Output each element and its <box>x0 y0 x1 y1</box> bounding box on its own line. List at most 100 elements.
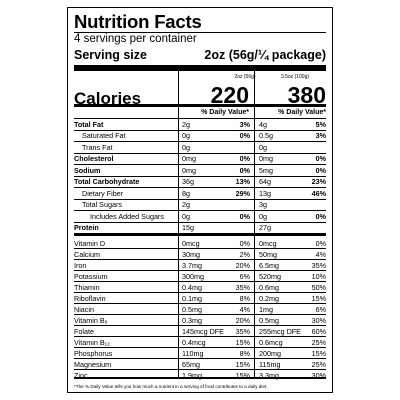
nutrient-dv-100g: 5% <box>315 119 326 129</box>
calories-label: Calories <box>74 89 142 108</box>
servings-per-container: 4 servings per container <box>74 33 197 45</box>
vitamin-name: Phosphorus <box>74 348 113 358</box>
nutrient-name: Trans Fat <box>82 142 113 152</box>
column-divider-1 <box>178 71 179 377</box>
vitamin-name: Niacin <box>74 304 94 314</box>
vitamin-name: Vitamin D <box>74 238 106 248</box>
bottom-divider <box>74 377 326 379</box>
row-divider <box>74 198 326 200</box>
nutrient-name: Sodium <box>74 165 101 175</box>
nutrient-dv-serving: 29% <box>235 188 250 198</box>
divider <box>74 32 326 33</box>
vitamin-dv-serving: 4% <box>239 304 250 314</box>
vitamin-dv-serving: 15% <box>235 370 250 380</box>
nutrient-amount-100g: 27g <box>259 223 271 232</box>
nutrient-dv-serving: 0% <box>239 154 250 163</box>
vitamin-amount-serving: 1.9mg <box>182 370 202 380</box>
vitamin-amount-100g: 0mcg <box>259 238 277 248</box>
serving-size-value: 2oz (56g/¼ package) <box>204 48 326 62</box>
vitamin-name: Magnesium <box>74 359 112 369</box>
calories-per-serving: 220 <box>210 82 249 108</box>
medium-divider <box>74 104 326 107</box>
vitamin-amount-serving: 0.5mg <box>182 304 202 314</box>
row-divider <box>74 141 326 142</box>
nutrient-name: Saturated Fat <box>82 131 126 140</box>
nutrient-amount-100g: 0g <box>259 142 267 152</box>
nutrient-amount-serving: 2g <box>182 119 190 129</box>
row-divider <box>74 325 326 326</box>
nutrient-name: Protein <box>74 223 99 232</box>
row-divider <box>74 221 326 223</box>
row-divider <box>74 336 326 337</box>
vitamin-amount-serving: 300mg <box>182 271 204 281</box>
nutrient-dv-100g: 0% <box>315 154 326 163</box>
vitamin-dv-serving: 2% <box>239 249 250 259</box>
nutrient-dv-serving: 0% <box>239 131 250 140</box>
vitamin-dv-serving: 20% <box>235 260 250 270</box>
vitamin-dv-serving: 8% <box>239 348 250 358</box>
nutrient-amount-100g: 13g <box>259 188 271 198</box>
row-divider <box>74 175 326 177</box>
vitamin-amount-100g: 6.5mg <box>259 260 279 270</box>
vitamin-name: Zinc <box>74 370 88 380</box>
row-divider <box>74 210 326 211</box>
vitamin-dv-100g: 25% <box>311 337 326 347</box>
vitamin-amount-serving: 145mcg DFE <box>182 326 224 336</box>
nutrient-amount-100g: 3g <box>259 200 267 209</box>
nutrient-amount-100g: 64g <box>259 177 271 186</box>
nutrient-amount-serving: 36g <box>182 177 194 186</box>
nutrient-dv-100g: 46% <box>311 188 326 198</box>
vitamin-dv-serving: 15% <box>235 359 250 369</box>
row-divider <box>74 281 326 282</box>
vitamin-dv-100g: 30% <box>311 370 326 380</box>
vitamin-amount-100g: 520mg <box>259 271 281 281</box>
vitamin-amount-serving: 0.4mg <box>182 282 202 292</box>
nutrient-amount-serving: 8g <box>182 188 190 198</box>
vitamin-name: Potassium <box>74 271 108 281</box>
medium-divider <box>74 233 326 236</box>
vitamin-dv-100g: 15% <box>311 348 326 358</box>
nutrient-dv-100g: 23% <box>311 177 326 186</box>
nutrient-amount-100g: 5mg <box>259 165 273 175</box>
vitamin-amount-serving: 65mg <box>182 359 200 369</box>
column-divider-2 <box>254 71 255 377</box>
daily-value-header-2: % Daily Value* <box>278 109 326 116</box>
vitamin-dv-100g: 35% <box>311 260 326 270</box>
nutrient-dv-serving: 13% <box>235 177 250 186</box>
serving-size-label: Serving size <box>74 48 147 62</box>
nutrient-dv-100g: 3% <box>315 131 326 140</box>
nutrient-name: Total Carbohydrate <box>74 177 140 186</box>
nutrition-facts-label: Nutrition Facts 4 servings per container… <box>67 7 333 393</box>
vitamin-dv-100g: 25% <box>311 359 326 369</box>
nutrient-name: Total Sugars <box>82 200 122 209</box>
vitamin-amount-100g: 0.2mg <box>259 293 279 303</box>
vitamin-name: Folate <box>74 326 94 336</box>
vitamin-amount-100g: 115mg <box>259 359 281 369</box>
calories-per-100g: 380 <box>287 82 326 108</box>
vitamin-amount-serving: 0mcg <box>182 238 200 248</box>
nutrient-dv-serving: 3% <box>239 119 250 129</box>
nutrient-amount-serving: 0mg <box>182 165 196 175</box>
nutrient-dv-serving: 0% <box>239 211 250 221</box>
vitamin-dv-100g: 6% <box>315 304 326 314</box>
row-divider <box>74 358 326 359</box>
vitamin-amount-serving: 0.1mg <box>182 293 202 303</box>
vitamin-amount-serving: 110mg <box>182 348 204 358</box>
column-header-per-serving: 2oz (56g) <box>234 74 256 80</box>
nutrient-amount-100g: 4g <box>259 119 267 129</box>
nutrient-amount-serving: 15g <box>182 223 194 232</box>
nutrient-amount-100g: 0g <box>259 211 267 221</box>
vitamin-amount-100g: 1mg <box>259 304 273 314</box>
vitamin-dv-serving: 6% <box>239 271 250 281</box>
nutrient-amount-serving: 2g <box>182 200 190 209</box>
nutrient-name: Total Fat <box>74 119 104 129</box>
row-divider <box>74 259 326 260</box>
row-divider <box>74 314 326 315</box>
vitamin-name: Vitamin B₁₂ <box>74 337 110 347</box>
row-divider <box>74 129 326 131</box>
vitamin-dv-serving: 8% <box>239 293 250 303</box>
vitamin-name: Calcium <box>74 249 100 259</box>
vitamin-amount-100g: 0.6mg <box>259 282 279 292</box>
vitamin-name: Thiamin <box>74 282 100 292</box>
nutrient-amount-100g: 0.5g <box>259 131 273 140</box>
